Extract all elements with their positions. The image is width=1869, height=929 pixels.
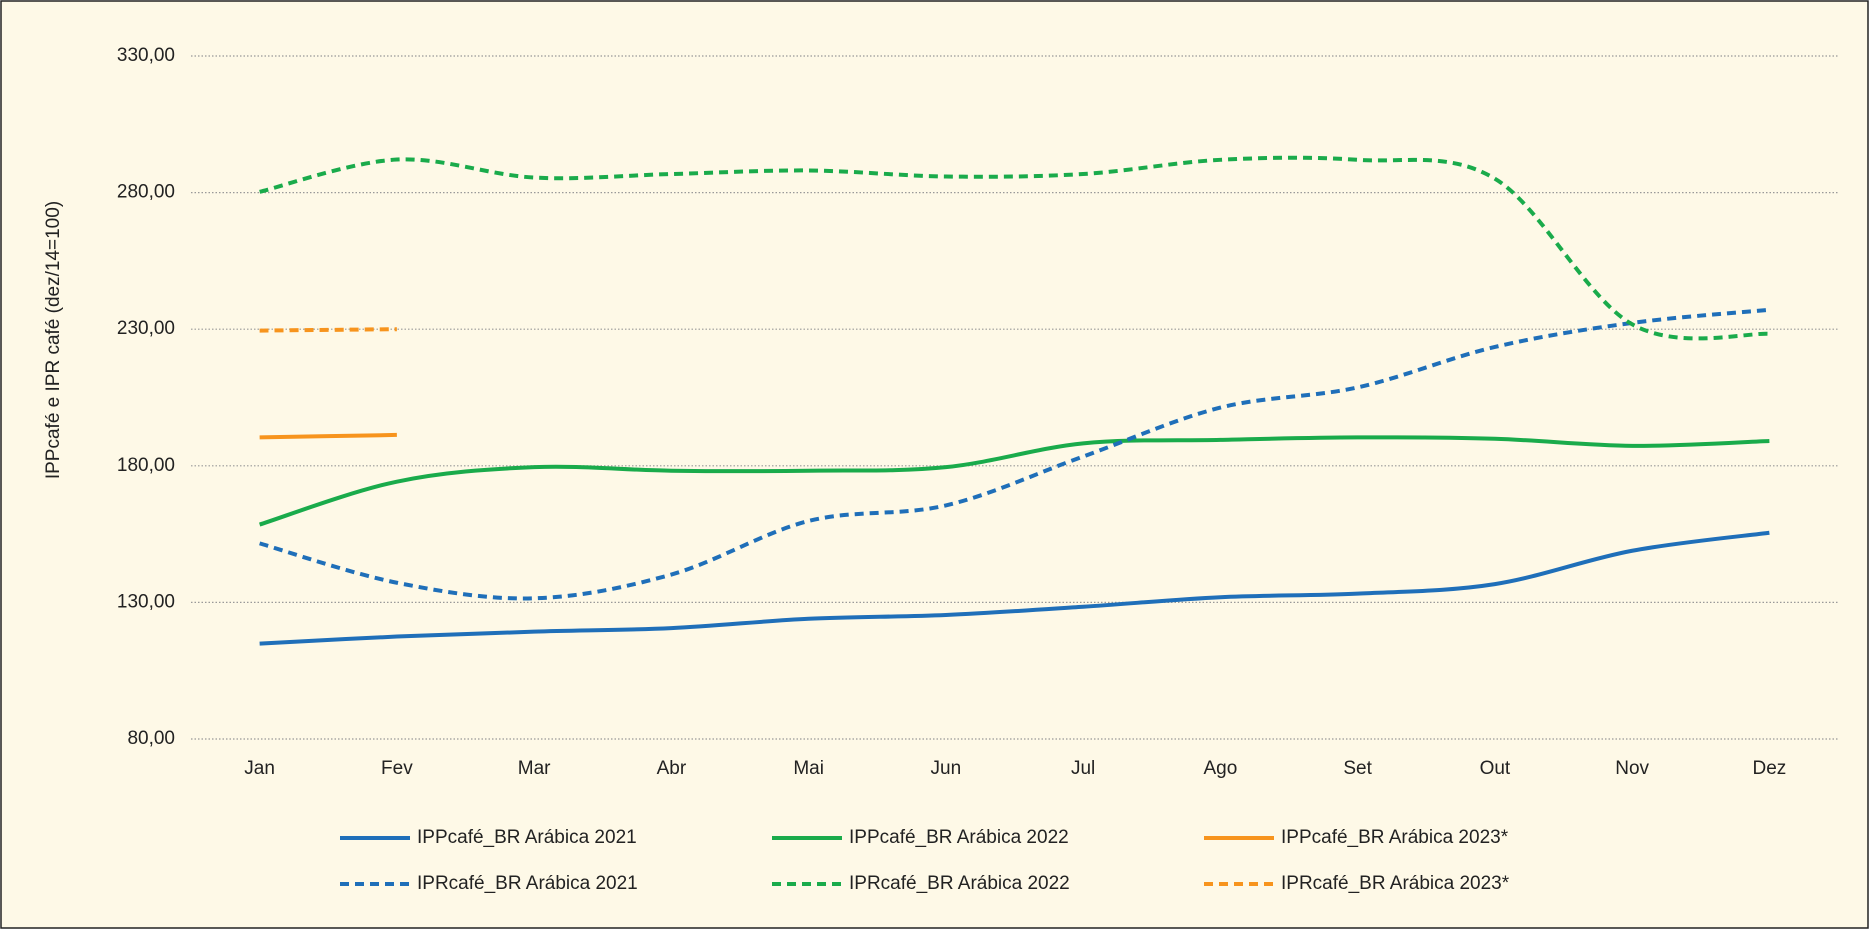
- series-line: [259, 530, 1770, 646]
- y-tick-label: 280,00: [117, 182, 175, 203]
- series-line: [259, 307, 1770, 601]
- series-line: [259, 155, 1770, 341]
- legend-label: IPPcafé_BR Arábica 2022: [849, 827, 1069, 848]
- legend-label: IPRcafé_BR Arábica 2021: [417, 873, 638, 894]
- y-tick-label: 180,00: [117, 455, 175, 476]
- y-tick-label: 230,00: [117, 318, 175, 339]
- x-tick-label: Dez: [1752, 758, 1786, 779]
- x-tick-label: Jan: [244, 758, 275, 779]
- y-tick-label: 330,00: [117, 45, 175, 66]
- x-tick-label: Out: [1480, 758, 1511, 779]
- series-line: [259, 435, 1770, 527]
- x-tick-label: Mar: [518, 758, 551, 779]
- x-tick-label: Ago: [1203, 758, 1237, 779]
- legend-label: IPPcafé_BR Arábica 2023*: [1281, 827, 1509, 848]
- series-line: [259, 327, 397, 333]
- x-tick-label: Jul: [1071, 758, 1095, 779]
- y-axis-label: IPPcafé e IPR café (dez/14=100): [43, 201, 64, 479]
- y-tick-label: 130,00: [117, 591, 175, 612]
- x-tick-label: Mai: [793, 758, 824, 779]
- y-tick-label: 80,00: [127, 728, 175, 749]
- legend-label: IPRcafé_BR Arábica 2022: [849, 873, 1070, 894]
- legend-label: IPPcafé_BR Arábica 2021: [417, 827, 637, 848]
- x-tick-label: Fev: [381, 758, 413, 779]
- x-tick-label: Abr: [657, 758, 687, 779]
- x-tick-label: Jun: [931, 758, 962, 779]
- legend-label: IPRcafé_BR Arábica 2023*: [1281, 873, 1510, 894]
- x-tick-label: Set: [1343, 758, 1372, 779]
- x-tick-label: Nov: [1615, 758, 1649, 779]
- series-line: [259, 432, 397, 440]
